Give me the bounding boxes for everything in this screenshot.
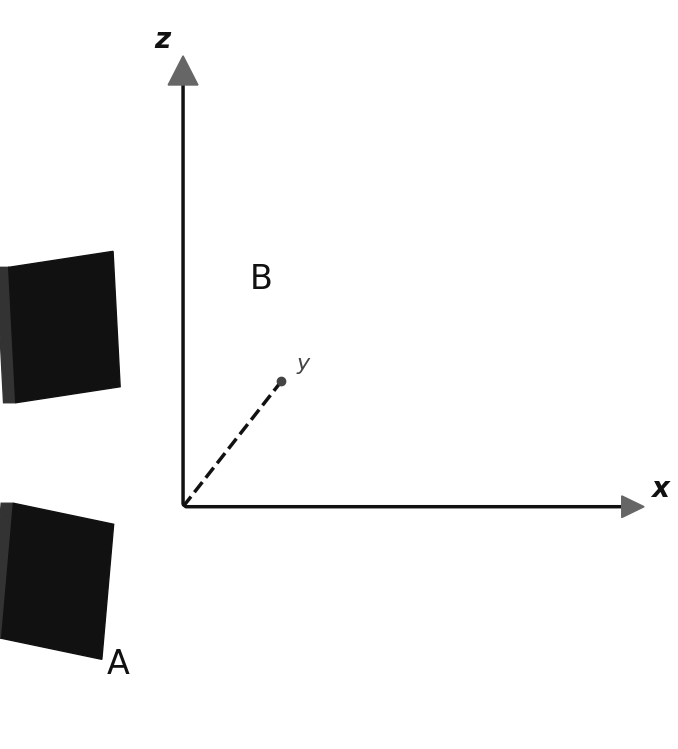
Polygon shape bbox=[622, 496, 644, 518]
Polygon shape bbox=[168, 56, 198, 85]
Polygon shape bbox=[9, 252, 120, 403]
Text: A: A bbox=[107, 647, 130, 681]
Text: B: B bbox=[250, 263, 273, 296]
Polygon shape bbox=[1, 503, 114, 659]
Text: y: y bbox=[296, 354, 309, 374]
Polygon shape bbox=[0, 503, 14, 638]
Text: z: z bbox=[155, 25, 171, 54]
Text: x: x bbox=[651, 476, 669, 503]
Polygon shape bbox=[0, 267, 16, 403]
